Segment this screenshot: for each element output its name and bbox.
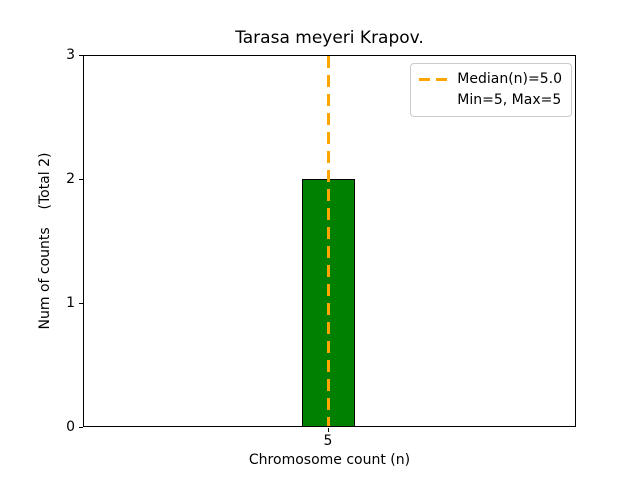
legend-label-median: Median(n)=5.0	[457, 71, 562, 87]
y-axis-label: Num of counts (Total 2)	[37, 152, 53, 330]
ytick-label-0: 0	[66, 419, 75, 435]
ytick-mark-0	[79, 427, 83, 428]
chart-title: Tarasa meyeri Krapov.	[235, 28, 424, 48]
legend-entry-median: Median(n)=5.0	[419, 69, 562, 90]
xtick-label-5: 5	[323, 433, 333, 449]
legend: Median(n)=5.0 Min=5, Max=5	[410, 63, 572, 117]
legend-entry-minmax: Min=5, Max=5	[419, 90, 562, 111]
ytick-mark-3	[79, 55, 83, 56]
ytick-mark-1	[79, 303, 83, 304]
plot-area: Median(n)=5.0 Min=5, Max=5	[83, 55, 576, 427]
ytick-mark-2	[79, 179, 83, 180]
ytick-label-1: 1	[66, 295, 75, 311]
median-line	[327, 56, 330, 426]
xtick-mark-5	[328, 428, 329, 432]
legend-label-minmax: Min=5, Max=5	[457, 92, 562, 108]
ytick-label-2: 2	[66, 171, 75, 187]
ytick-label-3: 3	[66, 47, 75, 63]
x-axis-label: Chromosome count (n)	[248, 452, 411, 468]
empty-marker	[419, 99, 447, 102]
dashed-line-icon	[419, 78, 448, 81]
